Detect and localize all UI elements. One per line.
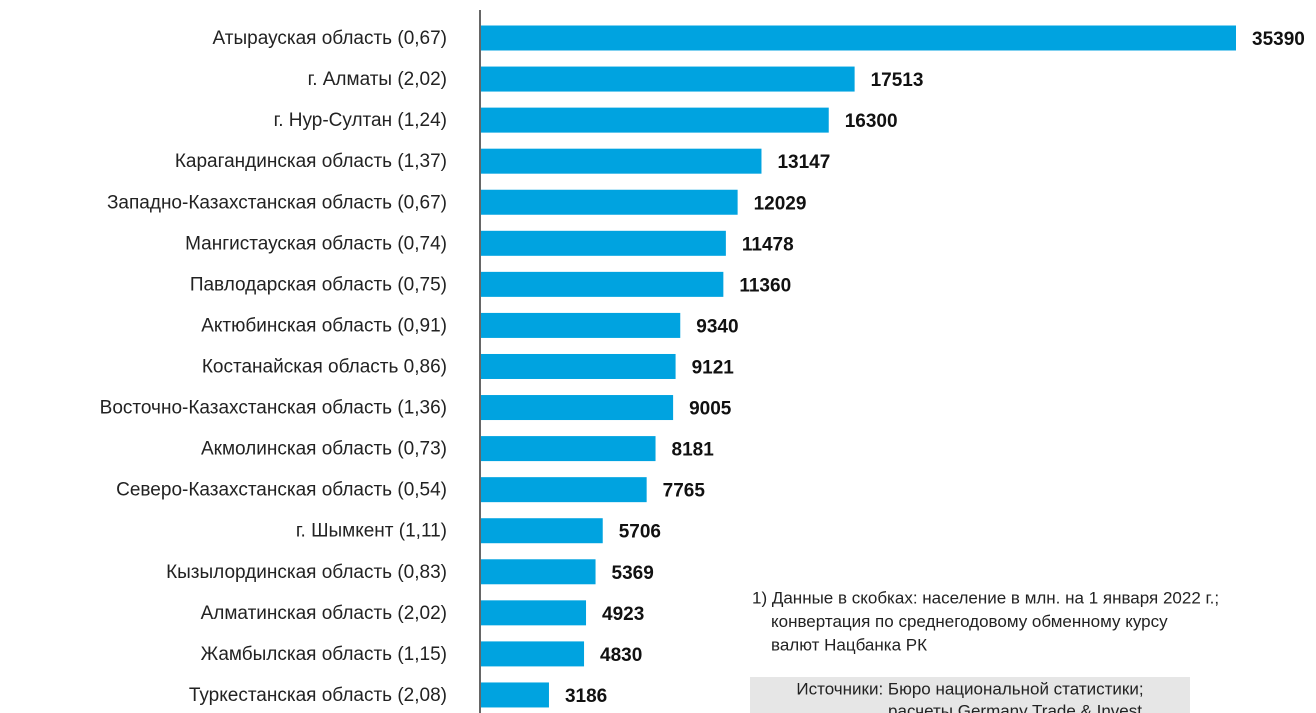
value-label: 5369 (612, 563, 654, 584)
bar (481, 230, 726, 256)
bar (481, 600, 587, 626)
bar (481, 353, 676, 379)
source: Источники: Бюро национальной статистики; (796, 679, 1143, 698)
category-label: Алматинская область (2,02) (201, 603, 447, 624)
bar (481, 25, 1236, 51)
category-label: Восточно-Казахстанская область (1,36) (100, 398, 447, 419)
value-label: 9340 (696, 316, 738, 337)
category-label: Кызылординская область (0,83) (166, 562, 447, 583)
source-box (750, 677, 1190, 713)
bar (481, 436, 656, 462)
category-label: Туркестанская область (2,08) (189, 685, 447, 706)
bar (481, 559, 596, 585)
category-label: Павлодарская область (0,75) (190, 274, 447, 295)
category-label: Костанайская область 0,86) (202, 356, 447, 377)
bar (481, 312, 681, 338)
note: 1) Данные в скобках: население в млн. на… (752, 588, 1219, 607)
category-label: Актюбинская область (0,91) (201, 315, 447, 336)
value-label: 7765 (663, 481, 706, 502)
bar (481, 107, 829, 133)
value-label: 8181 (672, 440, 715, 461)
bar (481, 66, 855, 92)
bar (481, 271, 724, 297)
category-label: Атырауская область (0,67) (213, 28, 447, 49)
category-label: г. Нур-Султан (1,24) (274, 110, 447, 131)
category-label: Северо-Казахстанская область (0,54) (116, 480, 447, 501)
bar (481, 682, 549, 708)
bar (481, 395, 674, 421)
value-label: 12029 (754, 193, 807, 214)
bar (481, 518, 603, 544)
value-label: 4830 (600, 645, 642, 666)
value-label: 3186 (565, 686, 607, 707)
source: расчеты Germany Trade & Invest (888, 701, 1142, 713)
category-label: г. Шымкент (1,11) (296, 521, 447, 542)
category-label: г. Алматы (2,02) (308, 69, 447, 90)
bar (481, 477, 647, 503)
bar (481, 189, 738, 215)
category-label: Акмолинская область (0,73) (201, 439, 447, 460)
value-label: 4923 (602, 604, 644, 625)
value-label: 11360 (739, 275, 791, 296)
value-label: 5706 (619, 522, 661, 543)
value-label: 9121 (692, 357, 735, 378)
category-label: Мангистауская область (0,74) (185, 233, 447, 254)
value-label: 35390 (1252, 29, 1305, 50)
note: конвертация по среднегодовому обменному … (771, 612, 1168, 631)
value-label: 11478 (742, 234, 794, 255)
value-label: 13147 (777, 152, 830, 173)
category-label: Западно-Казахстанская область (0,67) (107, 192, 447, 213)
note: валют Нацбанка РК (771, 635, 927, 654)
category-label: Карагандинская область (1,37) (175, 151, 447, 172)
bar (481, 641, 585, 667)
value-label: 16300 (845, 111, 898, 132)
value-label: 17513 (871, 70, 924, 91)
bar (481, 148, 762, 174)
category-label: Жамбылская область (1,15) (201, 644, 447, 665)
value-label: 9005 (689, 399, 732, 420)
